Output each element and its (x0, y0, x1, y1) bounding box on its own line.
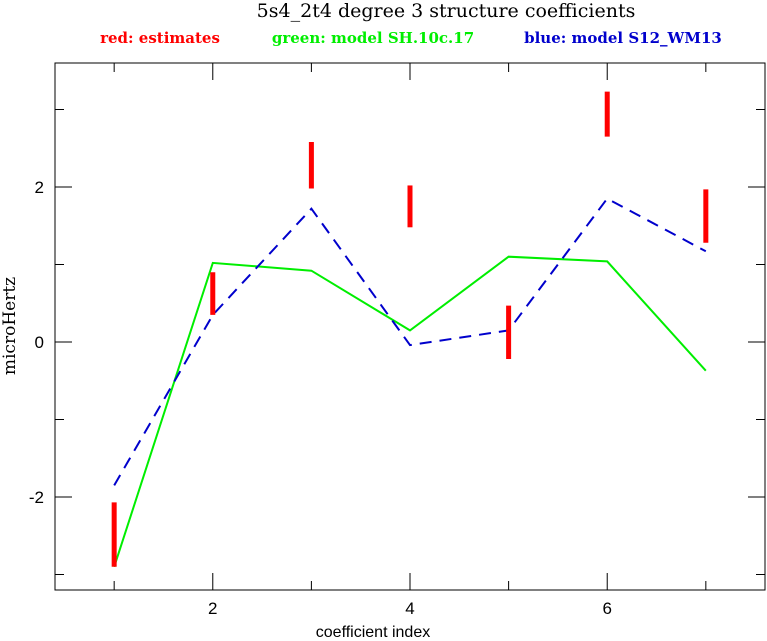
blue-model-line (113, 197, 707, 486)
green-model-line (113, 255, 707, 568)
model-series (113, 197, 707, 568)
legend-estimates: red: estimates (100, 29, 220, 47)
axis-tick-labels: 2 4 6 -2 0 2 (29, 178, 612, 618)
plot-frame (54, 62, 766, 591)
y-axis-label: microHertz (0, 277, 20, 375)
y-tick-label: 2 (35, 178, 44, 197)
estimate-bars (111, 91, 709, 567)
y-tick-label: -2 (29, 488, 44, 507)
chart-title: 5s4_2t4 degree 3 structure coefficients (257, 0, 636, 22)
legend-green-model: green: model SH.10c.17 (272, 29, 474, 47)
x-axis-label: coefficient index (316, 624, 430, 641)
axis-ticks (55, 63, 765, 590)
x-tick-label: 4 (405, 599, 414, 618)
legend-blue-model: blue: model S12_WM13 (524, 29, 722, 47)
x-tick-label: 6 (602, 599, 611, 618)
x-tick-label: 2 (208, 599, 217, 618)
y-tick-label: 0 (35, 333, 44, 352)
